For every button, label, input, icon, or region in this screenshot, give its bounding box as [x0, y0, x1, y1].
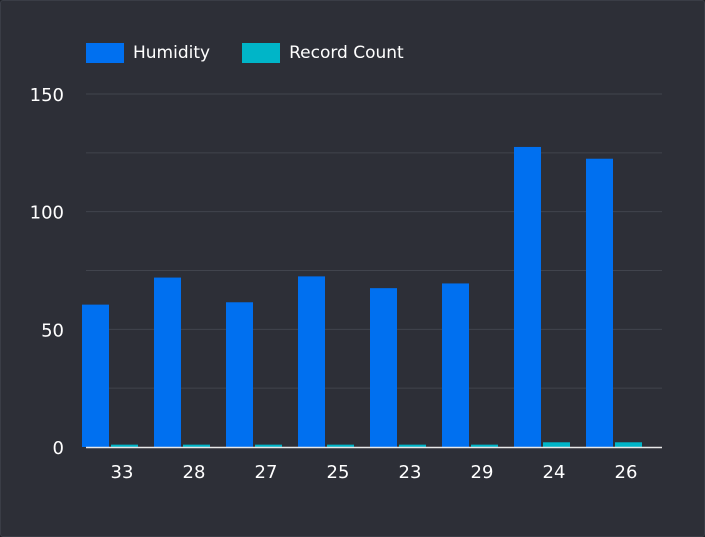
- x-tick-label: 33: [111, 462, 134, 483]
- x-tick-label: 29: [471, 462, 494, 483]
- bar-humidity[interactable]: [82, 304, 109, 447]
- legend-label-record-count: Record Count: [289, 43, 404, 63]
- bar-record-count[interactable]: [255, 444, 282, 447]
- bar-record-count[interactable]: [615, 442, 642, 447]
- bar-record-count[interactable]: [111, 444, 138, 447]
- y-tick-label: 150: [30, 85, 64, 106]
- x-tick-label: 27: [255, 462, 278, 483]
- x-tick-label: 23: [399, 462, 422, 483]
- x-tick-label: 28: [183, 462, 206, 483]
- y-tick-label: 50: [41, 320, 64, 341]
- bar-humidity[interactable]: [226, 302, 253, 447]
- bar-humidity[interactable]: [442, 283, 469, 447]
- legend-label-humidity: Humidity: [133, 43, 211, 63]
- chart-legend: Humidity Record Count: [86, 43, 436, 63]
- bar-record-count[interactable]: [327, 444, 354, 447]
- x-tick-label: 25: [327, 462, 350, 483]
- legend-item-humidity[interactable]: Humidity: [86, 43, 210, 63]
- legend-item-record-count[interactable]: Record Count: [242, 43, 404, 63]
- bar-humidity[interactable]: [370, 288, 397, 447]
- legend-swatch-record-count: [242, 43, 281, 63]
- bar-humidity[interactable]: [514, 146, 541, 447]
- bar-humidity[interactable]: [586, 158, 613, 447]
- bar-record-count[interactable]: [471, 444, 498, 447]
- bar-record-count[interactable]: [399, 444, 426, 447]
- bar-record-count[interactable]: [183, 444, 210, 447]
- legend-swatch-humidity: [86, 43, 124, 63]
- bar-record-count[interactable]: [543, 442, 570, 447]
- bar-humidity[interactable]: [154, 277, 181, 447]
- y-tick-label: 0: [53, 438, 64, 459]
- x-tick-label: 24: [543, 462, 566, 483]
- bar-humidity[interactable]: [298, 276, 325, 447]
- x-tick-label: 26: [615, 462, 638, 483]
- y-tick-label: 100: [30, 203, 64, 224]
